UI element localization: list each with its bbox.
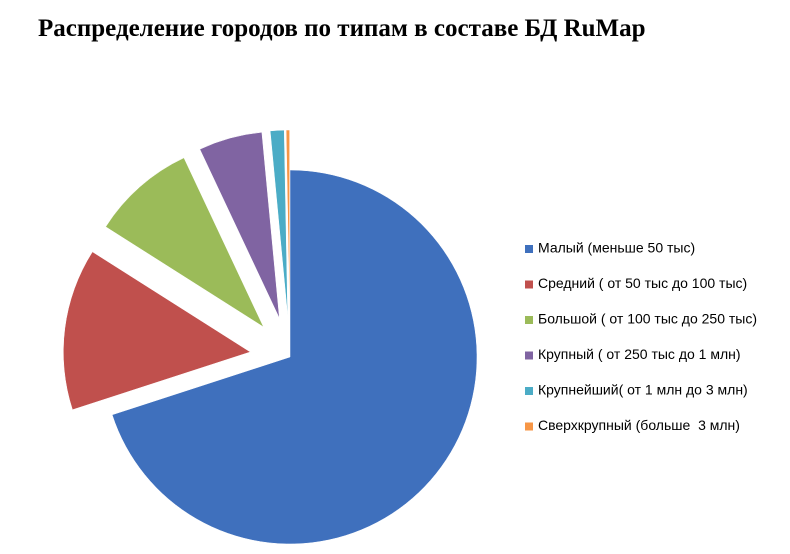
legend-label: Малый (меньше 50 тыс) [538,240,695,256]
pie-slice [269,129,288,318]
pie-slice [199,131,280,319]
legend-swatch [525,316,533,324]
legend: Малый (меньше 50 тыс) Средний ( от 50 тыс… [525,240,757,433]
pie-slice [111,169,478,545]
legend-label: Крупнейший( от 1 млн до 3 млн) [538,382,748,398]
legend-label: Большой ( от 100 тыс до 250 тыс) [538,311,757,327]
legend-swatch [525,351,533,360]
pie-slice [285,129,290,318]
pie-slice [105,157,265,328]
pie-slice [63,251,251,411]
legend-swatch [525,280,533,289]
legend-swatch [525,387,533,395]
legend-swatch [525,245,533,253]
chart-title: Распределение городов по типам в составе… [38,15,646,42]
legend-label: Сверхкрупный (больше 3 млн) [538,417,740,433]
pie [63,129,478,545]
legend-label: Крупный ( от 250 тыс до 1 млн) [538,346,741,362]
legend-label: Средний ( от 50 тыс до 100 тыс) [538,275,747,291]
legend-swatch [525,422,533,431]
